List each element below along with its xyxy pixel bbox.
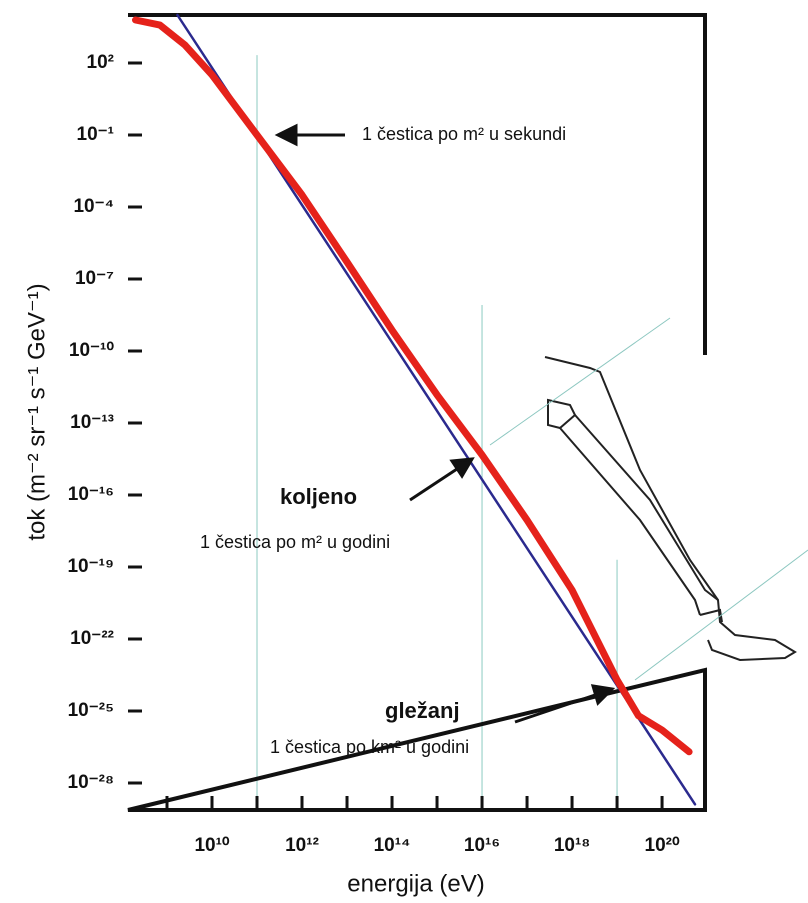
annotation: 1 čestica po km² u godini [270,737,469,757]
axes: 10² 10⁻¹ 10⁻⁴ 10⁻⁷ 10⁻¹⁰ 10⁻¹³ 10⁻¹⁶ 10⁻¹⁹ 10⁻²²… [67,52,679,856]
y-tick-label: 10⁻²² [70,628,114,649]
annotation: koljeno [280,484,357,509]
x-tick-label: 10²⁰ [645,835,680,856]
y-tick-label: 10⁻⁴ [73,196,114,217]
y-axis-label: tok (m⁻² sr⁻¹ s⁻¹ GeV⁻¹) [23,283,50,540]
x-tick-label: 10¹⁶ [464,835,500,856]
leg-guide-lines [489,317,808,681]
leg-illustration [544,356,797,662]
y-tick-label: 10⁻⁷ [75,268,114,289]
y-tick-label: 10⁻¹⁹ [67,556,114,577]
annotation: 1 čestica po m² u godini [200,532,390,552]
series [132,13,697,806]
plot-frame [127,13,707,812]
y-tick-label: 10⁻¹³ [70,412,114,433]
x-tick-label: 10¹⁰ [194,835,229,856]
x-tick-label: 10¹⁴ [374,835,411,856]
x-tick-label: 10¹⁸ [554,835,590,856]
x-tick-label: 10¹² [285,835,319,856]
y-tick-label: 10⁻¹⁰ [69,340,114,361]
annotation: gležanj [385,698,460,723]
annotation: 1 čestica po m² u sekundi [362,124,566,144]
y-tick-label: 10² [87,52,114,73]
x-axis-label: energija (eV) [347,870,484,897]
y-tick-label: 10⁻²⁵ [68,700,114,721]
y-tick-label: 10⁻¹ [77,124,115,145]
arrows [274,123,616,724]
y-tick-label: 10⁻¹⁶ [68,484,114,505]
y-tick-label: 10⁻²⁸ [68,772,114,793]
series-line [132,16,693,756]
